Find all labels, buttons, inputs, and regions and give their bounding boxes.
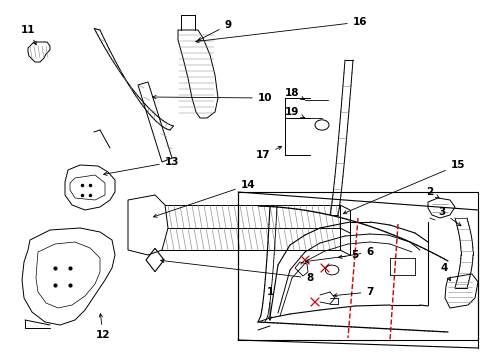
Text: 5: 5 [305, 250, 358, 263]
Text: 6: 6 [338, 247, 373, 258]
Text: 9: 9 [198, 20, 231, 40]
Text: 10: 10 [152, 93, 272, 103]
Text: 18: 18 [284, 88, 304, 100]
Text: 1: 1 [266, 287, 273, 320]
Polygon shape [128, 195, 168, 255]
Text: 7: 7 [333, 287, 373, 297]
Text: 13: 13 [103, 157, 179, 175]
Text: 14: 14 [153, 180, 255, 217]
Text: 2: 2 [426, 187, 438, 198]
Polygon shape [128, 205, 339, 228]
Text: 19: 19 [284, 107, 304, 118]
Text: 17: 17 [255, 147, 281, 160]
Text: 16: 16 [195, 17, 366, 43]
Text: 3: 3 [437, 207, 460, 226]
Polygon shape [155, 228, 339, 250]
Text: 11: 11 [20, 25, 36, 45]
Text: 4: 4 [439, 263, 449, 281]
Text: 12: 12 [96, 314, 110, 340]
Text: 8: 8 [161, 259, 313, 283]
Text: 15: 15 [343, 160, 464, 214]
